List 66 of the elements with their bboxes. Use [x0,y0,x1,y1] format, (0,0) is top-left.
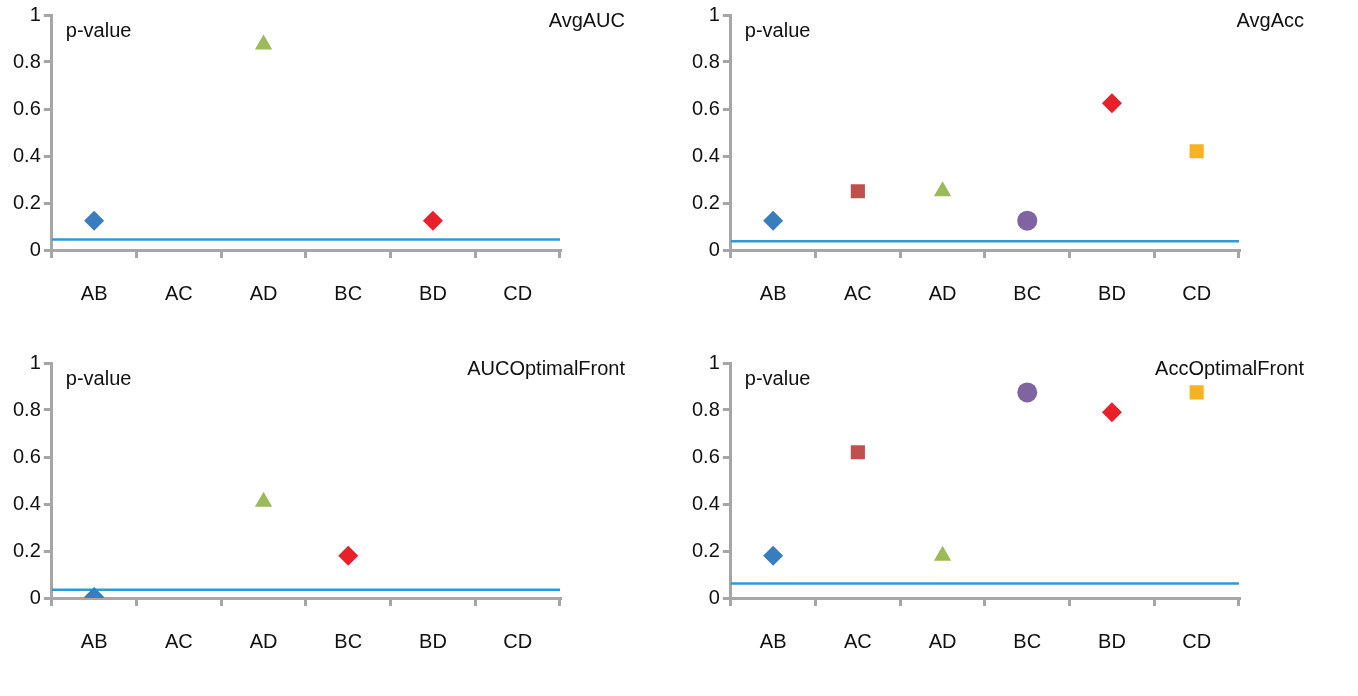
y-tick-label: 0.2 [691,190,720,213]
x-tick-label: AC [843,281,872,304]
x-tick-label: AD [249,629,278,652]
x-tick-label: BD [419,629,447,652]
x-tick-label: CD [1182,281,1212,304]
y-tick-label: 1 [708,2,720,25]
x-tick-label: AC [164,281,193,304]
y-tick-label: 0.8 [12,49,41,72]
x-tick-label: AC [164,629,193,652]
chart-title: AvgAcc [1236,8,1304,31]
point [763,545,784,566]
y-tick-label: 0.4 [12,491,41,514]
y-tick-label: 1 [29,350,41,373]
chart-title: AccOptimalFront [1155,356,1305,379]
x-tick-label: BC [334,629,363,652]
point [1189,144,1204,159]
point [1189,385,1204,400]
x-tick-label: CD [503,629,533,652]
y-tick-label: 0 [708,237,720,260]
x-tick-label: AB [80,629,108,652]
x-tick-label: AD [249,281,278,304]
x-tick-label: CD [503,281,533,304]
y-tick-label: 0.4 [691,491,720,514]
chart-title: AUCOptimalFront [467,356,626,379]
x-tick-label: AD [928,281,957,304]
y-tick-label: 0.6 [691,96,720,119]
y-tick-label: 0.2 [12,538,41,561]
y-axis-title: p-value [744,366,811,389]
x-tick-label: BC [1013,281,1042,304]
point [850,184,865,199]
x-tick-label: AB [759,281,787,304]
y-tick-label: 0.4 [691,143,720,166]
y-tick-label: 0.4 [12,143,41,166]
y-tick-label: 1 [29,2,41,25]
x-tick-label: CD [1182,629,1212,652]
point [763,210,784,231]
x-tick-label: AC [843,629,872,652]
x-tick-label: AB [80,281,108,304]
chart-title: AvgAUC [548,8,625,31]
y-axis-title: p-value [65,366,132,389]
y-tick-label: 0.2 [691,538,720,561]
y-tick-label: 0.2 [12,190,41,213]
x-tick-label: BC [334,281,363,304]
point [850,445,865,460]
x-tick-label: AD [928,629,957,652]
x-tick-label: AB [759,629,787,652]
point [1101,93,1122,114]
y-tick-label: 1 [708,350,720,373]
y-tick-label: 0.6 [12,96,41,119]
y-tick-label: 0 [29,585,41,608]
y-tick-label: 0.6 [12,444,41,467]
y-tick-label: 0 [29,237,41,260]
y-tick-label: 0.8 [691,49,720,72]
x-tick-label: BC [1013,629,1042,652]
x-tick-label: BD [1098,629,1126,652]
y-tick-label: 0.8 [12,397,41,420]
x-tick-label: BD [419,281,447,304]
point [1017,382,1038,403]
y-tick-label: 0.6 [691,444,720,467]
point [1017,210,1038,231]
y-axis-title: p-value [65,18,132,41]
y-tick-label: 0 [708,585,720,608]
y-axis-title: p-value [744,18,811,41]
point [1101,402,1122,423]
y-tick-label: 0.8 [691,397,720,420]
x-tick-label: BD [1098,281,1126,304]
